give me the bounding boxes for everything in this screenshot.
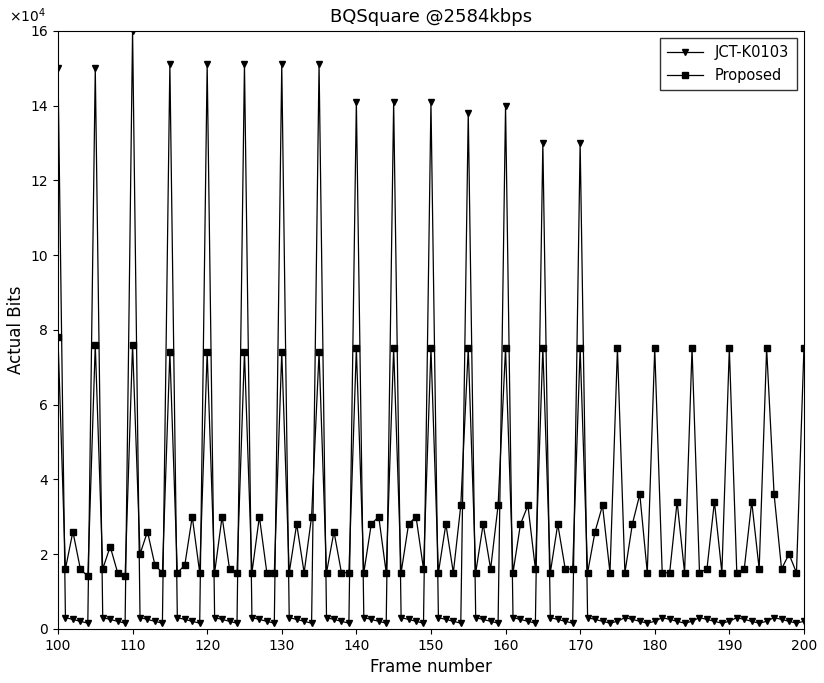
JCT-K0103 [53,64,63,72]
JCT-K0103 [128,27,138,35]
X-axis label: Frame number: Frame number [370,658,492,676]
Proposed [53,333,63,342]
Text: $\times 10^4$: $\times 10^4$ [10,6,46,25]
JCT-K0103 [516,615,526,624]
JCT-K0103 [799,617,809,626]
Title: BQSquare @2584kbps: BQSquare @2584kbps [330,8,532,27]
JCT-K0103 [411,617,421,626]
Proposed [404,520,414,528]
Line: JCT-K0103: JCT-K0103 [55,28,807,626]
Line: Proposed: Proposed [55,334,807,580]
JCT-K0103 [590,615,600,624]
Proposed [508,569,518,577]
Proposed [583,569,592,577]
Y-axis label: Actual Bits: Actual Bits [7,285,25,374]
Proposed [113,569,123,577]
Proposed [247,569,257,577]
JCT-K0103 [113,617,123,626]
Legend: JCT-K0103, Proposed: JCT-K0103, Proposed [660,38,797,90]
JCT-K0103 [255,615,265,624]
JCT-K0103 [83,619,93,627]
Proposed [799,344,809,352]
Proposed [83,572,93,581]
Proposed [620,569,630,577]
JCT-K0103 [627,615,637,624]
